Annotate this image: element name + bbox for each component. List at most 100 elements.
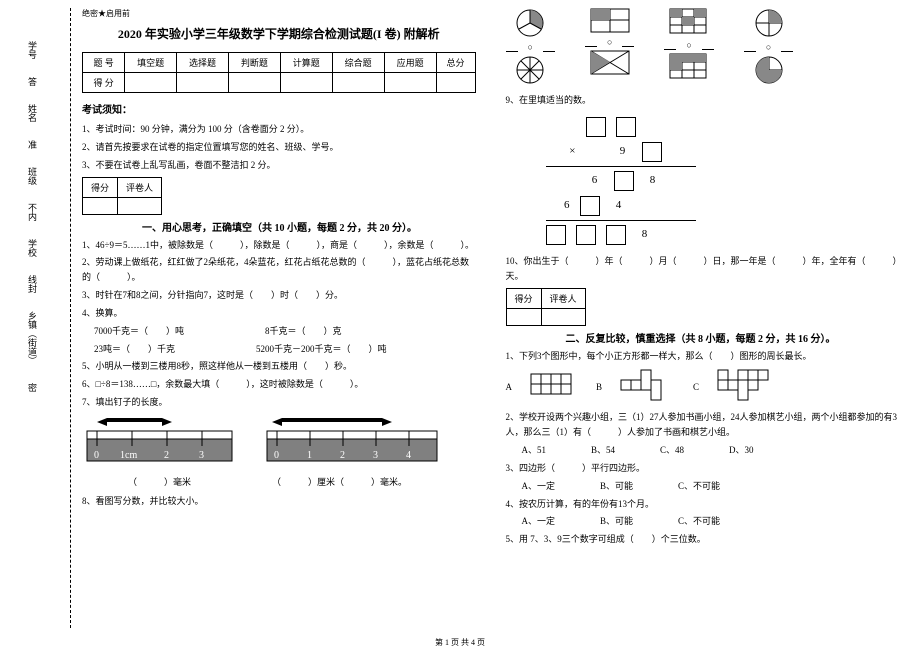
score-cell	[228, 73, 280, 93]
binding-column: 学号 答 姓名 准 班级 不 内 学校 线 封 乡镇（街道） 密	[0, 8, 65, 628]
frac-item-2: ○	[585, 8, 634, 85]
score-h5: 计算题	[280, 53, 332, 73]
frac-comp-3: ○	[664, 39, 713, 50]
calc-n8: 8	[644, 174, 662, 187]
exam-page: 学号 答 姓名 准 班级 不 内 学校 线 封 乡镇（街道） 密 绝密★启用前 …	[0, 0, 920, 628]
score-cell	[125, 73, 177, 93]
s2-question-4: 4、按农历计算，有的年份有13个月。	[506, 497, 900, 512]
circle-eighth-icon	[515, 55, 545, 85]
ruler-wrap: 01cm23 （ ）毫米 01234 （ ）厘米（ ）毫米。	[82, 416, 476, 488]
question-2: 2、劳动课上做纸花，红红做了2朵纸花，4朵蓝花，红花占纸花总数的（ ），蓝花占纸…	[82, 255, 476, 285]
ruler-2-svg: 0 1 2 3 4	[262, 416, 442, 471]
section-1-title: 一、用心思考，正确填空（共 10 小题，每题 2 分，共 20 分）。	[142, 219, 476, 234]
bind-d3: 线	[26, 275, 39, 284]
notice-2: 2、请首先按要求在试卷的指定位置填写您的姓名、班级、学号。	[82, 140, 476, 155]
calc-row-2: ×9	[546, 141, 900, 163]
s2-question-3: 3、四边形（ ）平行四边形。	[506, 461, 900, 476]
svg-text:3: 3	[199, 450, 204, 461]
scorer-cell	[83, 197, 118, 214]
frac-comp-1: ○	[506, 41, 555, 52]
exam-title: 2020 年实验小学三年级数学下学期综合检测试题(I 卷) 附解析	[82, 25, 476, 42]
svg-text:0: 0	[94, 450, 99, 461]
scorer-cell	[506, 308, 541, 325]
s2-question-2: 2、学校开设两个兴趣小组，三（1）27人参加书画小组，24人参加棋艺小组，两个小…	[506, 410, 900, 440]
calc-rule-1	[546, 166, 696, 167]
content-columns: 绝密★启用前 2020 年实验小学三年级数学下学期综合检测试题(I 卷) 附解析…	[76, 8, 905, 628]
rect-quarter-icon	[590, 8, 630, 33]
shape-label-a: A	[506, 382, 513, 392]
notice-3: 3、不要在试卷上乱写乱画，卷面不整洁扣 2 分。	[82, 158, 476, 173]
bind-d7: 答	[26, 77, 39, 86]
grid-9b-icon	[669, 53, 709, 81]
scorer-table-2: 得分评卷人	[506, 288, 586, 326]
shape-label-c: C	[693, 382, 699, 392]
left-column: 绝密★启用前 2020 年实验小学三年级数学下学期综合检测试题(I 卷) 附解析…	[76, 8, 482, 628]
s2-question-1: 1、下列3个图形中，每个小正方形都一样大，那么（ ）图形的周长最长。	[506, 349, 900, 364]
score-cell	[280, 73, 332, 93]
frac-comp-2: ○	[585, 36, 634, 47]
dash-line-area	[65, 8, 76, 628]
ruler-2: 0 1 2 3 4 （ ）厘米（ ）毫米。	[262, 416, 417, 488]
score-h8: 总分	[436, 53, 475, 73]
right-column: ○ ○ ○ ○ 9、在里填适当的数。 ×9 68 64 8 10、你出生于（ ）…	[500, 8, 906, 628]
calc-box	[614, 171, 634, 191]
calc-box	[606, 225, 626, 245]
mult-sign: ×	[546, 145, 576, 158]
calc-n4: 4	[610, 199, 628, 212]
score-cell	[332, 73, 384, 93]
scorer-table-1: 得分评卷人	[82, 177, 162, 215]
svg-text:2: 2	[340, 450, 345, 461]
bind-d6: 准	[26, 140, 39, 149]
calc-box	[580, 196, 600, 216]
svg-text:1: 1	[307, 450, 312, 461]
question-8: 8、看图写分数，并比较大小。	[82, 494, 476, 509]
score-cell	[177, 73, 229, 93]
shape-a-icon	[530, 373, 578, 401]
calc-rule-2	[546, 220, 696, 221]
scorer-cell	[541, 308, 585, 325]
shape-b-icon	[620, 369, 675, 404]
ruler-1: 01cm23 （ ）毫米	[82, 416, 237, 488]
circle-third-icon	[515, 8, 545, 38]
shape-c-icon	[717, 369, 772, 404]
circle-q1-icon	[754, 8, 784, 38]
scorer-c1b: 得分	[506, 288, 541, 308]
shape-label-b: B	[596, 382, 602, 392]
section-2-title: 二、反复比较，慎重选择（共 8 小题，每题 2 分，共 16 分）。	[566, 330, 900, 345]
frac-item-1: ○	[506, 8, 555, 85]
calc-n6: 6	[586, 174, 604, 187]
score-h2: 填空题	[125, 53, 177, 73]
tri-quarter-icon	[590, 50, 630, 75]
frac-comp-4: ○	[744, 41, 793, 52]
score-h1: 题 号	[83, 53, 125, 73]
calc-box	[576, 225, 596, 245]
calc-n9: 9	[614, 145, 632, 158]
question-4: 4、换算。	[82, 306, 476, 321]
box-calculation: ×9 68 64 8	[546, 116, 900, 246]
s2-question-2-opts: A、51 B、54 C、48 D、30	[522, 443, 900, 458]
svg-text:4: 4	[406, 450, 411, 461]
question-5: 5、小明从一楼到三楼用8秒，照这样他从一楼到五楼用（ ）秒。	[82, 359, 476, 374]
scorer-c2b: 评卷人	[541, 288, 585, 308]
bind-field-xiangzhen: 乡镇（街道）	[26, 311, 39, 365]
secret-label: 绝密★启用前	[82, 8, 476, 19]
question-7: 7、填出钉子的长度。	[82, 395, 476, 410]
calc-box	[586, 117, 606, 137]
fold-dash-line	[70, 8, 71, 628]
frac-item-3: ○	[664, 8, 713, 85]
svg-text:3: 3	[373, 450, 378, 461]
ruler-2-label: （ ）厘米（ ）毫米。	[262, 475, 417, 488]
fraction-row-1: ○ ○ ○ ○	[506, 8, 900, 85]
question-1: 1、46÷9＝5……1中，被除数是（ ），除数是（ ），商是（ ），余数是（ ）…	[82, 238, 476, 253]
bind-field-xuehao: 学号	[26, 41, 39, 59]
s2-question-4-opts: A、一定 B、可能 C、不可能	[522, 514, 900, 529]
calc-row-5: 8	[546, 224, 900, 246]
svg-text:0: 0	[274, 450, 279, 461]
s2-question-3-opts: A、一定 B、可能 C、不可能	[522, 479, 900, 494]
score-h4: 判断题	[228, 53, 280, 73]
bind-field-xuexiao: 学校	[26, 239, 39, 257]
question-4b: 23吨＝（ ）千克 5200千克－200千克＝（ ）吨	[94, 342, 476, 357]
calc-box	[642, 142, 662, 162]
svg-text:2: 2	[164, 450, 169, 461]
question-10: 10、你出生于（ ）年（ ）月（ ）日，那一年是（ ）年，全年有（ ）天。	[506, 254, 900, 284]
